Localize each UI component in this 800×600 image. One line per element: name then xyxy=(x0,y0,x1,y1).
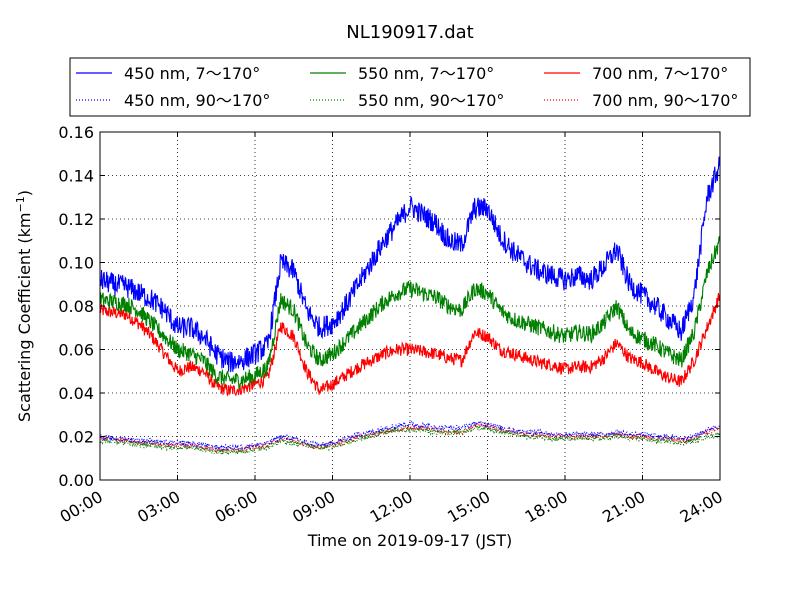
x-tick-label: 00:00 xyxy=(57,487,106,527)
x-axis: 00:00 03:00 06:00 09:00 12:00 15:00 18:00 21:00… xyxy=(57,132,726,527)
x-tick-label: 12:00 xyxy=(367,487,416,527)
series-line xyxy=(99,156,721,373)
y-tick-label: 0.00 xyxy=(58,471,94,490)
x-axis-label: Time on 2019-09-17 (JST) xyxy=(307,531,512,550)
x-tick-label: 15:00 xyxy=(444,487,493,527)
y-tick-label: 0.10 xyxy=(58,254,94,273)
legend-label: 700 nm, 7～170° xyxy=(592,64,728,83)
legend-label: 550 nm, 90～170° xyxy=(358,91,504,110)
legend-label: 700 nm, 90～170° xyxy=(592,91,738,110)
y-tick-label: 0.08 xyxy=(58,297,94,316)
x-tick-label: 24:00 xyxy=(677,487,726,527)
x-tick-label: 09:00 xyxy=(289,487,338,527)
y-tick-label: 0.16 xyxy=(58,123,94,142)
series-line xyxy=(99,422,721,454)
chart-title: NL190917.dat xyxy=(346,22,473,43)
y-tick-label: 0.12 xyxy=(58,210,94,229)
y-tick-label: 0.06 xyxy=(58,341,94,360)
y-tick-label: 0.04 xyxy=(58,384,94,403)
series-line xyxy=(99,423,721,456)
legend-label: 550 nm, 7～170° xyxy=(358,64,494,83)
legend-label: 450 nm, 90～170° xyxy=(124,91,270,110)
y-axis-label: Scattering Coefficient (km−1) xyxy=(14,190,34,422)
y-tick-label: 0.02 xyxy=(58,428,94,447)
series-line xyxy=(99,292,721,397)
x-tick-label: 03:00 xyxy=(134,487,183,527)
x-tick-label: 18:00 xyxy=(522,487,571,527)
y-axis: 0.00 0.02 0.04 0.06 0.08 0.10 0.12 0.14 0.16 xyxy=(58,123,720,490)
series-line xyxy=(99,419,721,452)
series-group xyxy=(99,156,721,456)
legend-box xyxy=(69,57,751,117)
series-line xyxy=(99,235,721,390)
x-tick-label: 06:00 xyxy=(212,487,261,527)
y-tick-label: 0.14 xyxy=(58,167,94,186)
legend-label: 450 nm, 7～170° xyxy=(124,64,260,83)
legend: 450 nm, 7～170° 450 nm, 90～170° 550 nm, 7～1… xyxy=(69,57,751,117)
x-tick-label: 21:00 xyxy=(599,487,648,527)
